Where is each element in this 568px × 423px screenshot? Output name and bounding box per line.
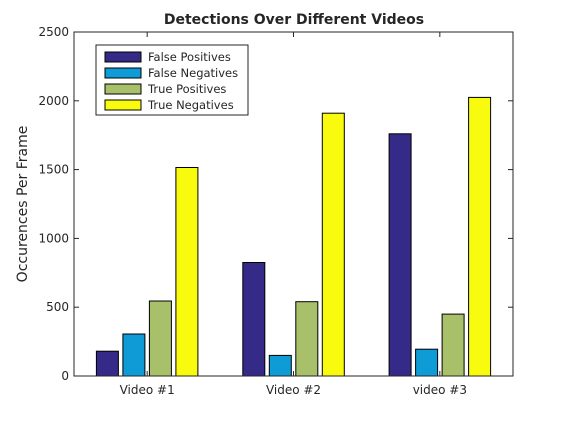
chart-title: Detections Over Different Videos [164,12,424,28]
bar-false-positives-3 [388,133,412,377]
legend-swatch [104,83,142,95]
legend-swatch [104,51,142,63]
bar-false-positives-2 [242,262,266,377]
x-tick-label: Video #2 [266,383,321,397]
y-tick-label: 1500 [38,163,69,177]
legend: False Positives False Negatives True Posit… [95,44,249,116]
x-tick-label: Video #1 [120,383,175,397]
bar-true-negatives-3 [468,96,492,377]
bar-true-negatives-1 [175,167,199,377]
bar-false-negatives-3 [415,348,439,377]
bar-true-positives-1 [148,300,172,377]
y-tick-label: 2500 [38,25,69,39]
legend-label: False Positives [148,50,231,64]
bar-false-positives-1 [95,350,119,377]
legend-label: False Negatives [148,66,238,80]
y-tick-label: 2000 [38,94,69,108]
y-tick-label: 500 [46,300,69,314]
legend-label: True Positives [147,82,226,96]
axes-group: 0 500 1000 1500 2000 2500 Video #1 Video #2 vide… [38,25,514,397]
bar-false-negatives-2 [268,354,292,377]
bar-true-positives-3 [441,313,465,377]
legend-label: True Negatives [147,98,234,112]
bar-true-negatives-2 [321,112,345,377]
legend-swatch [104,67,142,79]
bar-true-positives-2 [295,301,319,377]
bar-false-negatives-1 [122,333,146,377]
x-tick-label: video #3 [413,383,467,397]
y-tick-label: 0 [61,369,69,383]
legend-swatch [104,99,142,111]
y-tick-label: 1000 [38,231,69,245]
y-axis-label: Occurences Per Frame [15,126,31,283]
